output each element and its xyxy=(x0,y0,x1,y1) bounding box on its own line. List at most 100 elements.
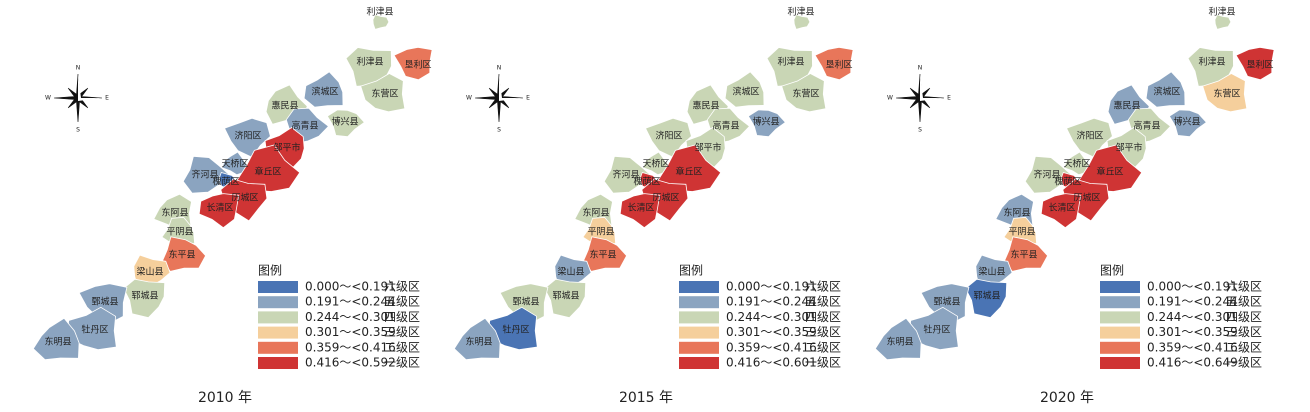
county-label: 牡丹区 xyxy=(923,324,950,336)
county-region xyxy=(583,236,628,272)
county-region xyxy=(766,47,813,87)
county-label: 长清区 xyxy=(206,202,233,214)
legend-level: 三级区 xyxy=(384,325,420,339)
county-label: 利津县 xyxy=(366,6,393,18)
county-region xyxy=(656,144,722,192)
county-label: 长清区 xyxy=(627,202,654,214)
county-region xyxy=(372,14,390,30)
county-label: 东明县 xyxy=(886,336,913,348)
legend-range: 0.000～<0.191 xyxy=(305,280,396,294)
legend-level: 四级区 xyxy=(384,310,420,324)
legend-swatch xyxy=(1100,341,1140,354)
legend-range: 0.359～<0.416 xyxy=(305,340,396,354)
legend-swatch xyxy=(679,341,719,354)
county-region xyxy=(162,236,207,272)
legend-level: 三级区 xyxy=(805,325,841,339)
legend-range: 0.301～<0.359 xyxy=(1147,325,1238,339)
county-label: 高青县 xyxy=(1133,120,1160,132)
legend-swatch xyxy=(679,326,719,339)
legend-range: 0.416～<0.601 xyxy=(726,356,817,370)
county-label: 鄄城县 xyxy=(91,297,118,308)
compass-star-light xyxy=(920,98,944,101)
legend-range: 0.359～<0.416 xyxy=(1147,340,1238,354)
legend-range: 0.244～<0.301 xyxy=(1147,310,1238,324)
county-label: 利津县 xyxy=(1208,6,1235,18)
county-label: 惠民县 xyxy=(692,100,719,112)
county-region xyxy=(1024,155,1073,194)
county-region xyxy=(198,193,240,229)
county-label: 齐河县 xyxy=(612,169,639,181)
county-region xyxy=(1235,46,1275,81)
county-label: 东阿县 xyxy=(1003,207,1030,219)
legend-title: 图例 xyxy=(258,264,282,278)
county-label: 东阿县 xyxy=(582,207,609,219)
county-label: 历城区 xyxy=(231,193,258,204)
legend-range: 0.191～<0.244 xyxy=(305,295,396,309)
county-label: 利津县 xyxy=(1198,56,1225,68)
county-label: 平阴县 xyxy=(166,227,193,238)
legend-swatch xyxy=(258,311,298,324)
compass-letter: N xyxy=(76,65,81,72)
county-region xyxy=(1004,236,1049,272)
compass-star-light xyxy=(499,98,523,101)
county-label: 博兴县 xyxy=(331,116,358,128)
county-label: 东营区 xyxy=(371,88,398,100)
legend-swatch xyxy=(258,326,298,339)
county-region xyxy=(360,73,406,113)
county-label: 天桥区 xyxy=(1063,158,1090,170)
legend-level: 四级区 xyxy=(1226,310,1262,324)
county-label: 邹平市 xyxy=(1115,142,1142,154)
county-label: 槐荫区 xyxy=(1054,176,1081,188)
county-label: 章丘区 xyxy=(1096,166,1123,178)
county-region xyxy=(182,155,231,194)
county-region xyxy=(1202,73,1248,113)
legend-level: 一级区 xyxy=(384,356,420,370)
legend-title: 图例 xyxy=(679,264,703,278)
county-label: 滨城区 xyxy=(1153,86,1180,98)
county-region xyxy=(1145,71,1186,108)
county-label: 章丘区 xyxy=(675,166,702,178)
county-label: 东明县 xyxy=(44,336,71,348)
compass-letter: S xyxy=(76,127,80,134)
county-region xyxy=(814,46,854,81)
county-region xyxy=(1040,193,1082,229)
legend-swatch xyxy=(1100,357,1140,369)
county-label: 东明县 xyxy=(465,336,492,348)
compass-star-light xyxy=(78,98,102,101)
county-label: 垦利区 xyxy=(404,59,431,71)
county-label: 东平县 xyxy=(168,249,195,261)
county-label: 高青县 xyxy=(291,120,318,132)
county-label: 章丘区 xyxy=(254,166,281,178)
legend-level: 五级区 xyxy=(1226,295,1262,309)
county-label: 济阳区 xyxy=(234,130,261,142)
county-region xyxy=(793,14,811,30)
county-region xyxy=(1214,14,1232,30)
county-label: 槐荫区 xyxy=(633,176,660,188)
panel-caption: 2010 年 xyxy=(198,390,252,406)
legend-level: 五级区 xyxy=(805,295,841,309)
county-region xyxy=(1187,47,1234,87)
legend-level: 六级区 xyxy=(805,280,841,294)
county-label: 郓城县 xyxy=(973,291,1000,302)
compass-star-light xyxy=(499,74,502,98)
legend-level: 一级区 xyxy=(1226,356,1262,370)
county-region xyxy=(32,317,80,361)
compass-letter: N xyxy=(497,65,502,72)
compass: N S E W xyxy=(887,65,951,134)
panel-caption: 2020 年 xyxy=(1040,390,1094,406)
legend-range: 0.301～<0.359 xyxy=(305,325,396,339)
compass-letter: W xyxy=(466,95,472,102)
legend-swatch xyxy=(258,341,298,354)
legend-level: 四级区 xyxy=(805,310,841,324)
county-label: 历城区 xyxy=(1073,193,1100,204)
county-label: 东平县 xyxy=(589,249,616,261)
county-label: 郓城县 xyxy=(131,291,158,302)
compass-letter: W xyxy=(887,95,893,102)
legend-level: 五级区 xyxy=(384,295,420,309)
county-label: 东阿县 xyxy=(161,207,188,219)
legend-level: 六级区 xyxy=(1226,280,1262,294)
legend-range: 0.244～<0.301 xyxy=(305,310,396,324)
legend-swatch xyxy=(679,311,719,324)
